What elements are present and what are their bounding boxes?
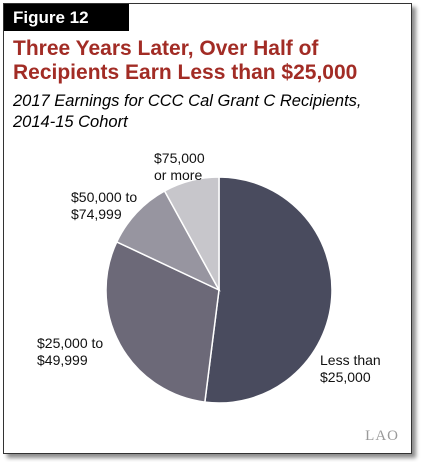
slice-label-25000-to-49999: $25,000 to $49,999 [37,335,104,368]
chart-title: Three Years Later, Over Half of Recipien… [13,37,358,84]
pie-slice-0 [204,176,333,404]
slice-label-50000-to-74999: $50,000 to $74,999 [71,189,138,222]
slice-label-75000-or-more: $75,000 or more [154,150,205,183]
lao-logo: LAO [365,428,399,444]
pie-slice-2 [115,189,221,292]
figure-label: Figure 12 [4,4,129,31]
pie-slice-1 [105,240,220,403]
pie-slice-3 [163,176,220,291]
figure-card: Figure 12 Three Years Later, Over Half o… [3,3,412,454]
slice-label-less-than-25000: Less than $25,000 [320,352,381,385]
pie-chart [105,176,333,404]
chart-subtitle: 2017 Earnings for CCC Cal Grant C Recipi… [13,92,362,131]
